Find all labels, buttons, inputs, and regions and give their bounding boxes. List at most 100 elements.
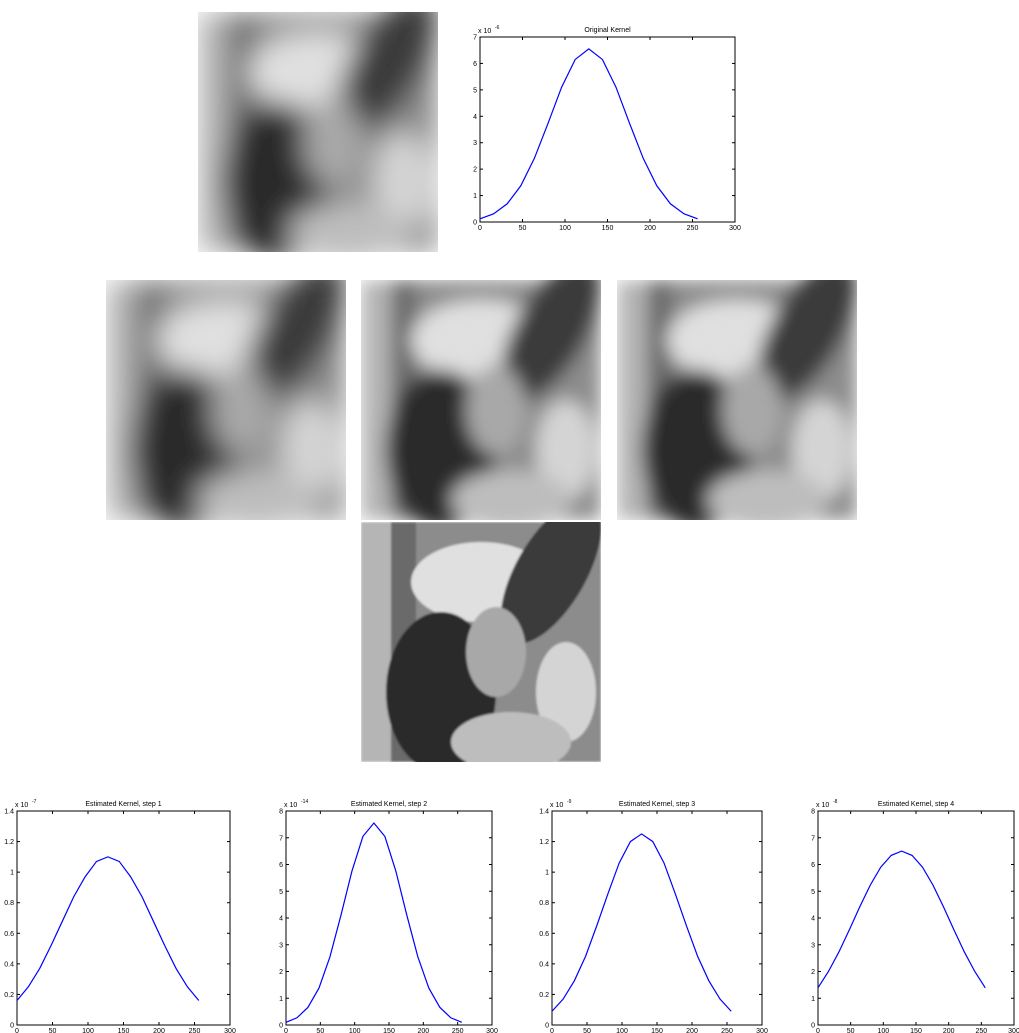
y-multiplier: x 10	[816, 802, 829, 809]
y-exponent: -9	[567, 799, 572, 805]
y-tick-label: 1	[10, 870, 14, 877]
kernel-curve	[818, 851, 985, 988]
page: Original Kernelx 10-60501001502002503000…	[0, 0, 1019, 1033]
y-tick-label: 1.4	[539, 809, 549, 816]
y-tick-label: 6	[811, 862, 815, 869]
plot-area	[818, 811, 1014, 1025]
y-tick-label: 7	[811, 835, 815, 842]
plot-area	[552, 811, 762, 1025]
y-tick-label: 0	[811, 1023, 815, 1030]
chart-title: Estimated Kernel, step 4	[878, 801, 954, 808]
y-exponent: -6	[495, 25, 500, 31]
blurred-image	[198, 0, 458, 262]
y-tick-label: 7	[279, 835, 283, 842]
x-tick-label: 0	[284, 1028, 288, 1033]
x-tick-label: 250	[687, 225, 699, 232]
x-tick-label: 150	[602, 225, 614, 232]
y-tick-label: 1.2	[4, 839, 14, 846]
x-tick-label: 100	[559, 225, 571, 232]
original-image	[361, 485, 621, 772]
kernel-curve	[480, 49, 698, 219]
y-tick-label: 1	[473, 193, 477, 200]
figure: Original Kernelx 10-60501001502002503000…	[0, 0, 1019, 1033]
x-tick-label: 300	[224, 1028, 236, 1033]
restored-image-2	[361, 243, 621, 530]
y-tick-label: 0.8	[539, 900, 549, 907]
y-tick-label: 2	[279, 969, 283, 976]
x-tick-label: 250	[189, 1028, 201, 1033]
y-tick-label: 8	[811, 809, 815, 816]
x-tick-label: 150	[910, 1028, 922, 1033]
y-tick-label: 0	[279, 1023, 283, 1030]
x-tick-label: 250	[452, 1028, 464, 1033]
y-exponent: -14	[301, 799, 308, 805]
y-tick-label: 0.6	[4, 931, 14, 938]
x-tick-label: 0	[478, 225, 482, 232]
x-tick-label: 300	[729, 225, 741, 232]
y-tick-label: 5	[473, 87, 477, 94]
y-tick-label: 1.4	[4, 809, 14, 816]
y-tick-label: 2	[811, 969, 815, 976]
x-tick-label: 300	[486, 1028, 498, 1033]
x-tick-label: 300	[756, 1028, 768, 1033]
y-tick-label: 1	[279, 996, 283, 1003]
y-tick-label: 4	[473, 114, 477, 121]
y-tick-label: 3	[473, 140, 477, 147]
x-tick-label: 0	[816, 1028, 820, 1033]
x-tick-label: 150	[651, 1028, 663, 1033]
y-tick-label: 3	[279, 942, 283, 949]
x-tick-label: 50	[49, 1028, 57, 1033]
y-tick-label: 4	[279, 916, 283, 923]
y-tick-label: 7	[473, 35, 477, 42]
x-tick-label: 200	[686, 1028, 698, 1033]
chart-title: Estimated Kernel, step 3	[619, 801, 695, 808]
y-multiplier: x 10	[284, 802, 297, 809]
x-tick-label: 0	[15, 1028, 19, 1033]
y-tick-label: 0.4	[4, 961, 14, 968]
y-tick-label: 1	[811, 996, 815, 1003]
kernel-curve	[286, 823, 462, 1022]
y-exponent: -7	[32, 799, 37, 805]
x-tick-label: 100	[82, 1028, 94, 1033]
y-multiplier: x 10	[478, 28, 491, 35]
y-tick-label: 0.2	[4, 992, 14, 999]
chart-title: Estimated Kernel, step 1	[85, 801, 161, 808]
y-tick-label: 0	[10, 1023, 14, 1030]
x-tick-label: 50	[847, 1028, 855, 1033]
restored-image-1	[106, 243, 366, 530]
x-tick-label: 50	[583, 1028, 591, 1033]
x-tick-label: 0	[550, 1028, 554, 1033]
y-tick-label: 3	[811, 942, 815, 949]
y-tick-label: 2	[473, 167, 477, 174]
plot-area	[480, 37, 735, 222]
y-tick-label: 4	[811, 916, 815, 923]
x-tick-label: 50	[519, 225, 527, 232]
x-tick-label: 50	[316, 1028, 324, 1033]
chart-title: Estimated Kernel, step 2	[351, 801, 427, 808]
x-tick-label: 200	[417, 1028, 429, 1033]
kernel-curve	[17, 857, 199, 1001]
y-tick-label: 6	[279, 862, 283, 869]
x-tick-label: 200	[644, 225, 656, 232]
chart-title: Original Kernel	[584, 27, 631, 34]
y-tick-label: 8	[279, 809, 283, 816]
x-tick-label: 100	[616, 1028, 628, 1033]
y-tick-label: 1	[545, 870, 549, 877]
y-exponent: -8	[833, 799, 838, 805]
x-tick-label: 150	[383, 1028, 395, 1033]
y-tick-label: 0	[473, 220, 477, 227]
x-tick-label: 300	[1008, 1028, 1019, 1033]
x-tick-label: 250	[975, 1028, 987, 1033]
y-tick-label: 6	[473, 61, 477, 68]
y-tick-label: 0.2	[539, 992, 549, 999]
y-tick-label: 0.8	[4, 900, 14, 907]
y-tick-label: 5	[279, 889, 283, 896]
y-tick-label: 5	[811, 889, 815, 896]
plot-area	[17, 811, 230, 1025]
x-tick-label: 100	[349, 1028, 361, 1033]
x-tick-label: 250	[721, 1028, 733, 1033]
y-tick-label: 1.2	[539, 839, 549, 846]
x-tick-label: 200	[153, 1028, 165, 1033]
y-tick-label: 0	[545, 1023, 549, 1030]
y-multiplier: x 10	[15, 802, 28, 809]
